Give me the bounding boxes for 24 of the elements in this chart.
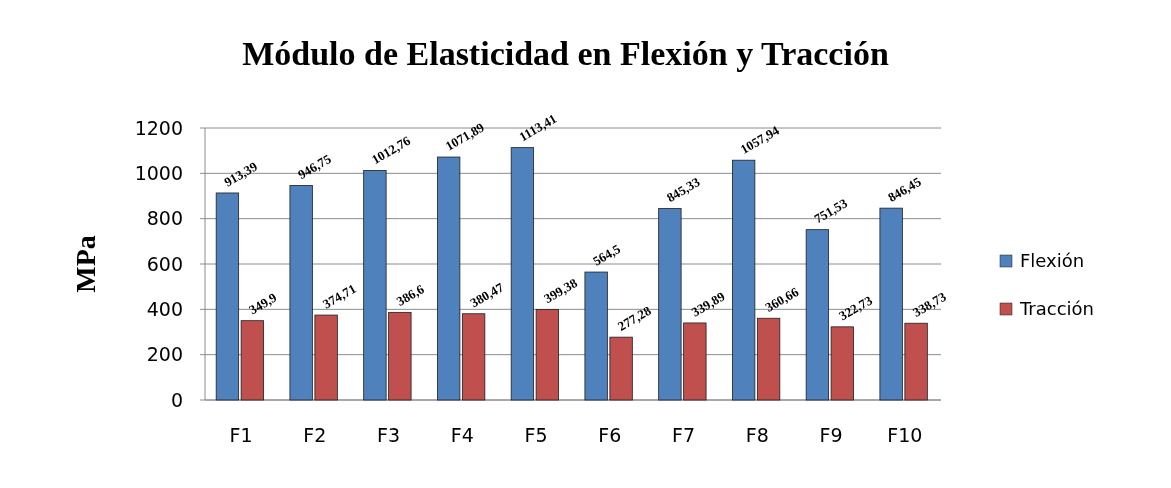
data-label: 349,9 xyxy=(246,289,280,318)
chart-title: Módulo de Elasticidad en Flexión y Tracción xyxy=(242,35,889,72)
legend-label: Flexión xyxy=(1020,250,1085,272)
data-label: 386,6 xyxy=(393,281,428,309)
y-axis-title: MPa xyxy=(70,235,101,293)
y-tick-label: 400 xyxy=(146,297,183,320)
y-tick-label: 800 xyxy=(146,207,183,230)
x-tick-label: F2 xyxy=(303,424,327,446)
y-tick-label: 600 xyxy=(146,252,183,275)
x-tick-label: F4 xyxy=(450,424,474,446)
y-tick-label: 200 xyxy=(146,343,183,366)
x-tick-label: F8 xyxy=(745,424,769,446)
x-tick-label: F6 xyxy=(598,424,622,446)
x-tick-label: F3 xyxy=(377,424,401,446)
legend-label: Tracción xyxy=(1019,298,1094,320)
x-tick-label: F5 xyxy=(524,424,548,446)
y-tick-label: 1200 xyxy=(134,116,183,139)
y-tick-label: 1000 xyxy=(134,161,183,184)
x-tick-label: F7 xyxy=(672,424,696,446)
x-tick-label: F9 xyxy=(819,424,843,446)
x-tick-label: F1 xyxy=(229,424,253,446)
data-label: 564,5 xyxy=(590,240,624,269)
x-tick-label: F10 xyxy=(887,424,923,446)
y-tick-label: 0 xyxy=(170,388,183,411)
